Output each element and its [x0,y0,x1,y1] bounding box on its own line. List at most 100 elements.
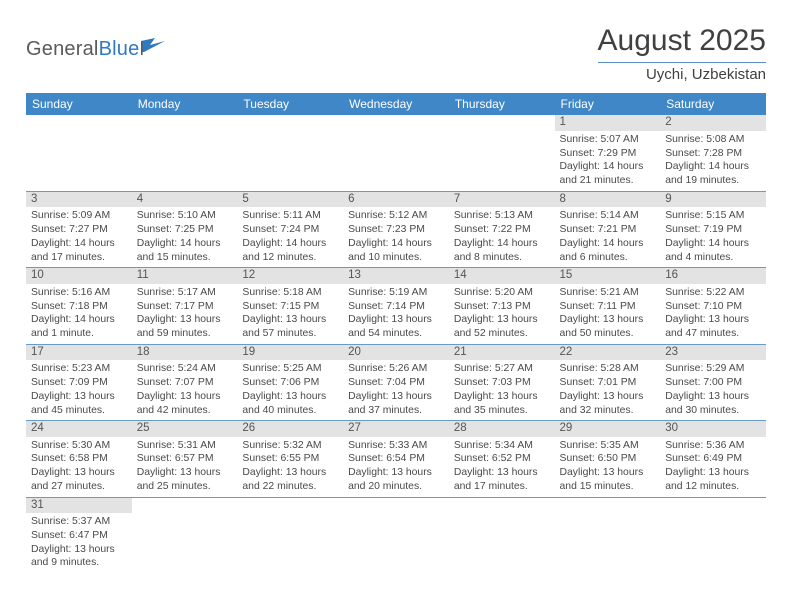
day-number-cell [555,497,661,513]
day-data-cell [132,131,238,191]
day-data-cell: Sunrise: 5:34 AMSunset: 6:52 PMDaylight:… [449,437,555,497]
day-line: Sunrise: 5:23 AM [31,362,127,376]
day-line: Daylight: 13 hours [242,390,338,404]
day-data-cell: Sunrise: 5:37 AMSunset: 6:47 PMDaylight:… [26,513,132,573]
week-daynum-row: 31 [26,497,766,513]
day-line: Daylight: 14 hours [348,237,444,251]
calendar-page: GeneralBlue August 2025 Uychi, Uzbekista… [0,0,792,573]
day-line: Sunset: 6:54 PM [348,452,444,466]
day-line: Sunset: 7:28 PM [665,147,761,161]
day-line: Sunrise: 5:11 AM [242,209,338,223]
weekday-header: Sunday [26,93,132,115]
day-line: Daylight: 13 hours [348,466,444,480]
day-line: Daylight: 13 hours [665,466,761,480]
day-line: Daylight: 13 hours [31,390,127,404]
day-line: Sunrise: 5:27 AM [454,362,550,376]
day-line: Sunrise: 5:14 AM [560,209,656,223]
day-number-cell: 28 [449,421,555,437]
day-line: Sunset: 7:17 PM [137,300,233,314]
day-data-cell: Sunrise: 5:16 AMSunset: 7:18 PMDaylight:… [26,284,132,344]
day-line: Sunset: 6:49 PM [665,452,761,466]
day-line: Sunrise: 5:12 AM [348,209,444,223]
day-line: Sunrise: 5:33 AM [348,439,444,453]
day-line: Sunrise: 5:34 AM [454,439,550,453]
day-line: and 57 minutes. [242,327,338,341]
day-data-cell: Sunrise: 5:25 AMSunset: 7:06 PMDaylight:… [237,360,343,420]
day-line: Sunset: 7:15 PM [242,300,338,314]
day-number-cell [660,497,766,513]
day-line: and 40 minutes. [242,404,338,418]
day-line: and 27 minutes. [31,480,127,494]
day-number-cell: 29 [555,421,661,437]
week-daynum-row: 24252627282930 [26,421,766,437]
day-data-cell: Sunrise: 5:24 AMSunset: 7:07 PMDaylight:… [132,360,238,420]
day-data-cell: Sunrise: 5:27 AMSunset: 7:03 PMDaylight:… [449,360,555,420]
day-data-cell: Sunrise: 5:35 AMSunset: 6:50 PMDaylight:… [555,437,661,497]
day-number-cell: 7 [449,191,555,207]
day-number-cell: 30 [660,421,766,437]
day-line: and 15 minutes. [137,251,233,265]
calendar-table: SundayMondayTuesdayWednesdayThursdayFrid… [26,93,766,573]
day-data-cell [237,513,343,573]
weekday-header: Wednesday [343,93,449,115]
day-line: and 32 minutes. [560,404,656,418]
day-line: Sunset: 6:50 PM [560,452,656,466]
day-line: Sunset: 7:09 PM [31,376,127,390]
day-line: Daylight: 13 hours [454,466,550,480]
day-number-cell: 31 [26,497,132,513]
day-number-cell: 5 [237,191,343,207]
week-data-row: Sunrise: 5:37 AMSunset: 6:47 PMDaylight:… [26,513,766,573]
day-line: Daylight: 13 hours [137,466,233,480]
week-data-row: Sunrise: 5:30 AMSunset: 6:58 PMDaylight:… [26,437,766,497]
day-data-cell: Sunrise: 5:07 AMSunset: 7:29 PMDaylight:… [555,131,661,191]
day-line: Sunrise: 5:25 AM [242,362,338,376]
day-line: Daylight: 13 hours [137,390,233,404]
day-number-cell: 27 [343,421,449,437]
week-data-row: Sunrise: 5:23 AMSunset: 7:09 PMDaylight:… [26,360,766,420]
day-number-cell: 16 [660,268,766,284]
day-data-cell: Sunrise: 5:28 AMSunset: 7:01 PMDaylight:… [555,360,661,420]
day-data-cell [237,131,343,191]
day-line: Daylight: 13 hours [454,313,550,327]
day-number-cell: 6 [343,191,449,207]
day-line: Sunrise: 5:21 AM [560,286,656,300]
day-line: Sunset: 7:07 PM [137,376,233,390]
day-data-cell: Sunrise: 5:13 AMSunset: 7:22 PMDaylight:… [449,207,555,267]
day-line: Sunrise: 5:07 AM [560,133,656,147]
day-line: Daylight: 13 hours [242,313,338,327]
day-line: Sunrise: 5:37 AM [31,515,127,529]
day-line: Sunset: 7:25 PM [137,223,233,237]
day-line: and 20 minutes. [348,480,444,494]
day-data-cell [343,131,449,191]
day-line: and 15 minutes. [560,480,656,494]
day-line: Daylight: 14 hours [560,160,656,174]
day-line: Daylight: 13 hours [560,313,656,327]
day-data-cell: Sunrise: 5:15 AMSunset: 7:19 PMDaylight:… [660,207,766,267]
day-number-cell: 26 [237,421,343,437]
day-line: Sunset: 7:18 PM [31,300,127,314]
day-number-cell: 11 [132,268,238,284]
day-line: Sunset: 7:24 PM [242,223,338,237]
day-line: Sunset: 7:13 PM [454,300,550,314]
day-number-cell [343,115,449,131]
day-number-cell: 3 [26,191,132,207]
day-data-cell [660,513,766,573]
day-line: Sunset: 7:03 PM [454,376,550,390]
day-line: Sunset: 6:57 PM [137,452,233,466]
day-data-cell: Sunrise: 5:18 AMSunset: 7:15 PMDaylight:… [237,284,343,344]
header: GeneralBlue August 2025 Uychi, Uzbekista… [26,24,766,83]
day-line: Sunset: 7:10 PM [665,300,761,314]
day-data-cell [26,131,132,191]
day-line: Sunrise: 5:29 AM [665,362,761,376]
day-line: Daylight: 14 hours [454,237,550,251]
day-line: and 37 minutes. [348,404,444,418]
day-number-cell: 9 [660,191,766,207]
day-line: and 22 minutes. [242,480,338,494]
weekday-header: Saturday [660,93,766,115]
day-line: Daylight: 13 hours [560,466,656,480]
day-line: Sunset: 6:58 PM [31,452,127,466]
day-number-cell [26,115,132,131]
day-line: Sunrise: 5:18 AM [242,286,338,300]
day-number-cell [237,115,343,131]
day-number-cell: 12 [237,268,343,284]
